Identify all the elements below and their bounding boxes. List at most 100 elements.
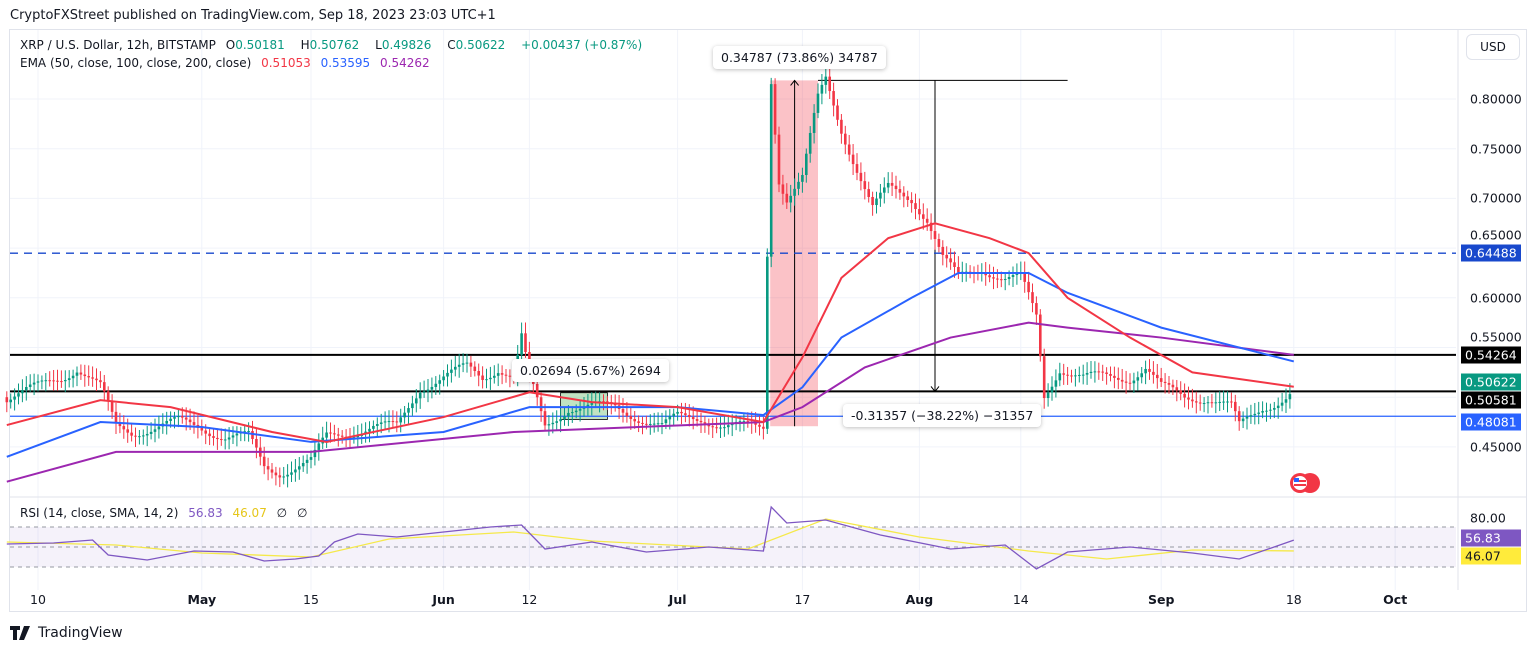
candle [898,189,902,193]
candle [130,432,133,436]
candle [1284,399,1288,403]
symbol-legend[interactable]: XRP / U.S. Dollar, 12h, BITSTAMP O0.5018… [20,38,648,52]
candle [1163,381,1167,383]
candle [1202,403,1206,405]
candle [184,417,188,420]
candle [1214,402,1218,404]
rsi-extra-1: ∅ [276,506,288,520]
candle [824,76,828,85]
candle [496,373,500,376]
candle [5,397,9,403]
candle [1206,402,1210,404]
measure-label-small[interactable]: 0.02694 (5.67%) 2694 [512,359,669,382]
candle [890,182,894,186]
candle [1105,372,1108,374]
candle [1249,415,1253,417]
candle [1089,371,1093,373]
measure-label-drop[interactable]: -0.31357 (−38.22%) −31357 [843,404,1042,427]
x-axis-label: 14 [1012,592,1029,607]
us-flag-event-icon[interactable] [1288,471,1324,495]
currency-button[interactable]: USD [1466,34,1520,60]
candle [489,377,492,380]
candle [44,380,48,382]
candle [71,375,75,379]
candle [1093,371,1097,373]
candle [641,422,644,424]
candle [255,438,258,448]
candle [688,415,691,418]
candle [251,431,254,439]
candle [294,469,297,473]
candle [524,333,527,353]
candle [1230,401,1233,403]
candle [844,133,847,145]
rsi-sma-line [6,518,1294,560]
candle [1269,409,1272,411]
rsi-legend[interactable]: RSI (14, close, SMA, 14, 2) 56.83 46.07 … [20,506,313,520]
candle [902,192,906,197]
candle [247,431,250,433]
candle [126,429,129,433]
candle [859,172,863,182]
candle [422,391,426,393]
candle [894,185,898,190]
symbol-title: XRP / U.S. Dollar, 12h, BITSTAMP [20,38,216,52]
candle [418,392,422,399]
price-tick: 0.75000 [1470,141,1522,157]
ema-legend[interactable]: EMA (50, close, 100, close, 200, close) … [20,56,436,70]
candle [578,408,582,411]
arrow-up-icon [790,79,799,86]
candle [274,472,278,476]
candle [785,193,789,203]
candle [1257,412,1260,414]
candle [426,389,430,392]
candle [1179,390,1182,394]
tradingview-logo-icon [10,626,30,640]
candle [454,366,457,370]
candle [571,412,574,414]
candle [430,386,434,390]
candle [227,437,231,440]
candle [1276,405,1280,409]
candle [192,422,196,425]
candle [1148,368,1151,372]
candle [282,476,285,478]
candle [95,378,98,381]
tradingview-logo[interactable]: TradingView [10,625,123,641]
rsi-line [6,505,1295,570]
candle [270,469,274,473]
candle [434,383,438,387]
candle [695,419,699,421]
price-label: 0.64488 [1461,244,1521,262]
price-label: 0.50622 [1461,373,1521,391]
candle [945,254,948,259]
x-axis-label: 17 [794,592,811,607]
close-value: 0.50622 [455,38,506,52]
candle [340,435,344,437]
candle [929,222,933,232]
candle [1234,401,1237,412]
x-axis-label: 12 [521,592,538,607]
candle [621,409,625,413]
high-value: 0.50762 [309,38,360,52]
candle [922,214,925,219]
candle [1222,401,1225,403]
candle [742,421,746,423]
candle [1081,374,1085,376]
candle [793,188,796,196]
candle [1050,386,1054,393]
candle [1007,276,1011,280]
candle [1132,380,1136,384]
candle [9,399,12,403]
candle [711,426,714,428]
candle [1261,411,1264,413]
candle [551,422,555,425]
candle [477,370,480,376]
candle [395,421,399,423]
candle [465,362,469,364]
candle [1058,373,1062,381]
candle [652,423,656,425]
measure-label-rise[interactable]: 0.34787 (73.86%) 34787 [713,46,886,69]
candle [633,419,636,422]
